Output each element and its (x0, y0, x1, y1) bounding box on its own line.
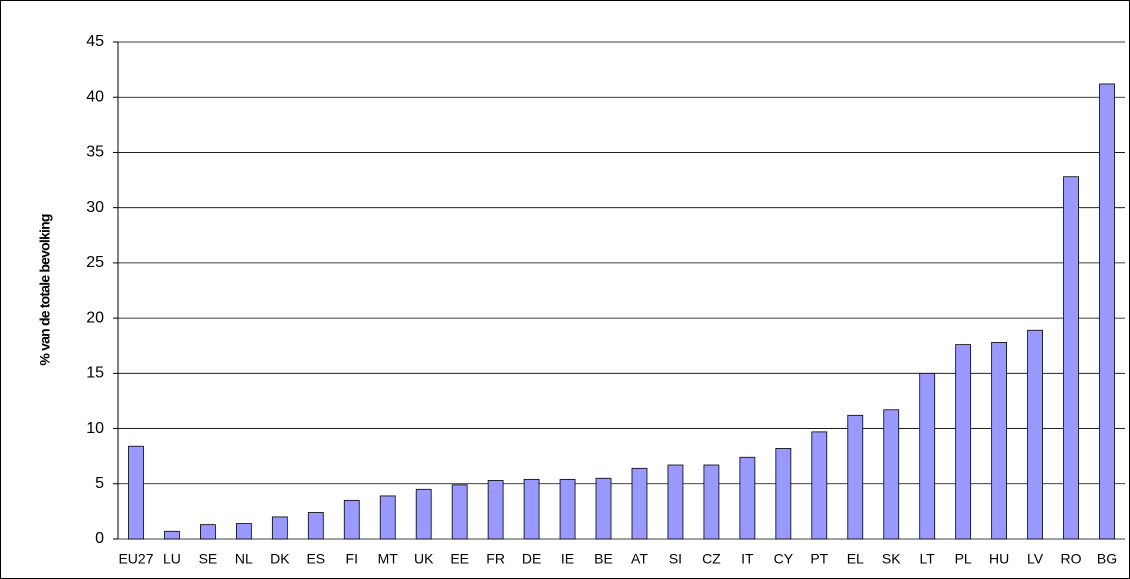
x-tick-label: PL (955, 551, 972, 567)
x-tick-label: IE (561, 551, 574, 567)
bar (595, 477, 612, 540)
x-tick-label: EE (450, 551, 469, 567)
bar (955, 344, 972, 540)
bar (164, 530, 180, 540)
bar (451, 484, 468, 540)
bar (667, 464, 684, 540)
bar (235, 523, 252, 540)
y-tick-label: 40 (86, 88, 104, 105)
x-tick-label: BG (1097, 551, 1117, 567)
bar (703, 464, 720, 540)
x-tick-label: LT (920, 551, 936, 567)
bar (307, 512, 324, 540)
bar (739, 456, 756, 540)
bar (487, 480, 504, 540)
y-tick-label: 45 (86, 33, 104, 50)
bar (559, 478, 576, 540)
bar (128, 445, 144, 540)
bar (991, 342, 1008, 540)
x-tick-label: LU (163, 551, 181, 567)
bar (631, 467, 648, 540)
y-axis-label: % van de totale bevolking (37, 214, 53, 365)
y-tick-label: 5 (95, 475, 104, 492)
bar (1027, 329, 1043, 540)
x-tick-label: IT (741, 551, 754, 567)
x-tick-label: CZ (702, 551, 721, 567)
y-tick-label: 20 (86, 309, 104, 326)
y-tick-label: 25 (86, 254, 104, 271)
bar (847, 414, 864, 540)
x-tick-label: SE (199, 551, 218, 567)
x-tick-label: FR (486, 551, 505, 567)
y-tick-label: 10 (86, 420, 104, 437)
bar (523, 478, 540, 540)
x-tick-label: RO (1061, 551, 1082, 567)
y-tick-label: 30 (86, 199, 104, 216)
x-tick-label: DK (270, 551, 290, 567)
x-tick-label: AT (631, 551, 648, 567)
x-tick-label: SK (882, 551, 901, 567)
bar (811, 431, 828, 540)
bar (343, 499, 360, 540)
x-tick-label: EU27 (118, 551, 153, 567)
x-tick-label: LV (1027, 551, 1044, 567)
bar (775, 448, 792, 540)
x-tick-label: DE (522, 551, 541, 567)
x-tick-label: PT (810, 551, 828, 567)
x-tick-label: FI (346, 551, 358, 567)
y-tick-label: 0 (95, 530, 104, 547)
x-tick-label: SI (669, 551, 682, 567)
bar (919, 372, 936, 540)
x-tick-label: BE (594, 551, 613, 567)
y-tick-label: 35 (86, 144, 104, 161)
bar (1099, 83, 1115, 540)
x-tick-label: CY (774, 551, 794, 567)
x-tick-label: ES (306, 551, 325, 567)
bar (1063, 176, 1079, 540)
x-tick-label: MT (378, 551, 399, 567)
y-tick-label: 15 (86, 365, 104, 382)
x-tick-label: EL (847, 551, 864, 567)
x-tick-label: UK (414, 551, 434, 567)
bar (379, 495, 396, 540)
x-tick-label: NL (235, 551, 253, 567)
bar (271, 516, 288, 540)
bar (200, 524, 216, 540)
x-tick-label: HU (989, 551, 1009, 567)
bar (415, 488, 432, 540)
bar (883, 409, 900, 540)
